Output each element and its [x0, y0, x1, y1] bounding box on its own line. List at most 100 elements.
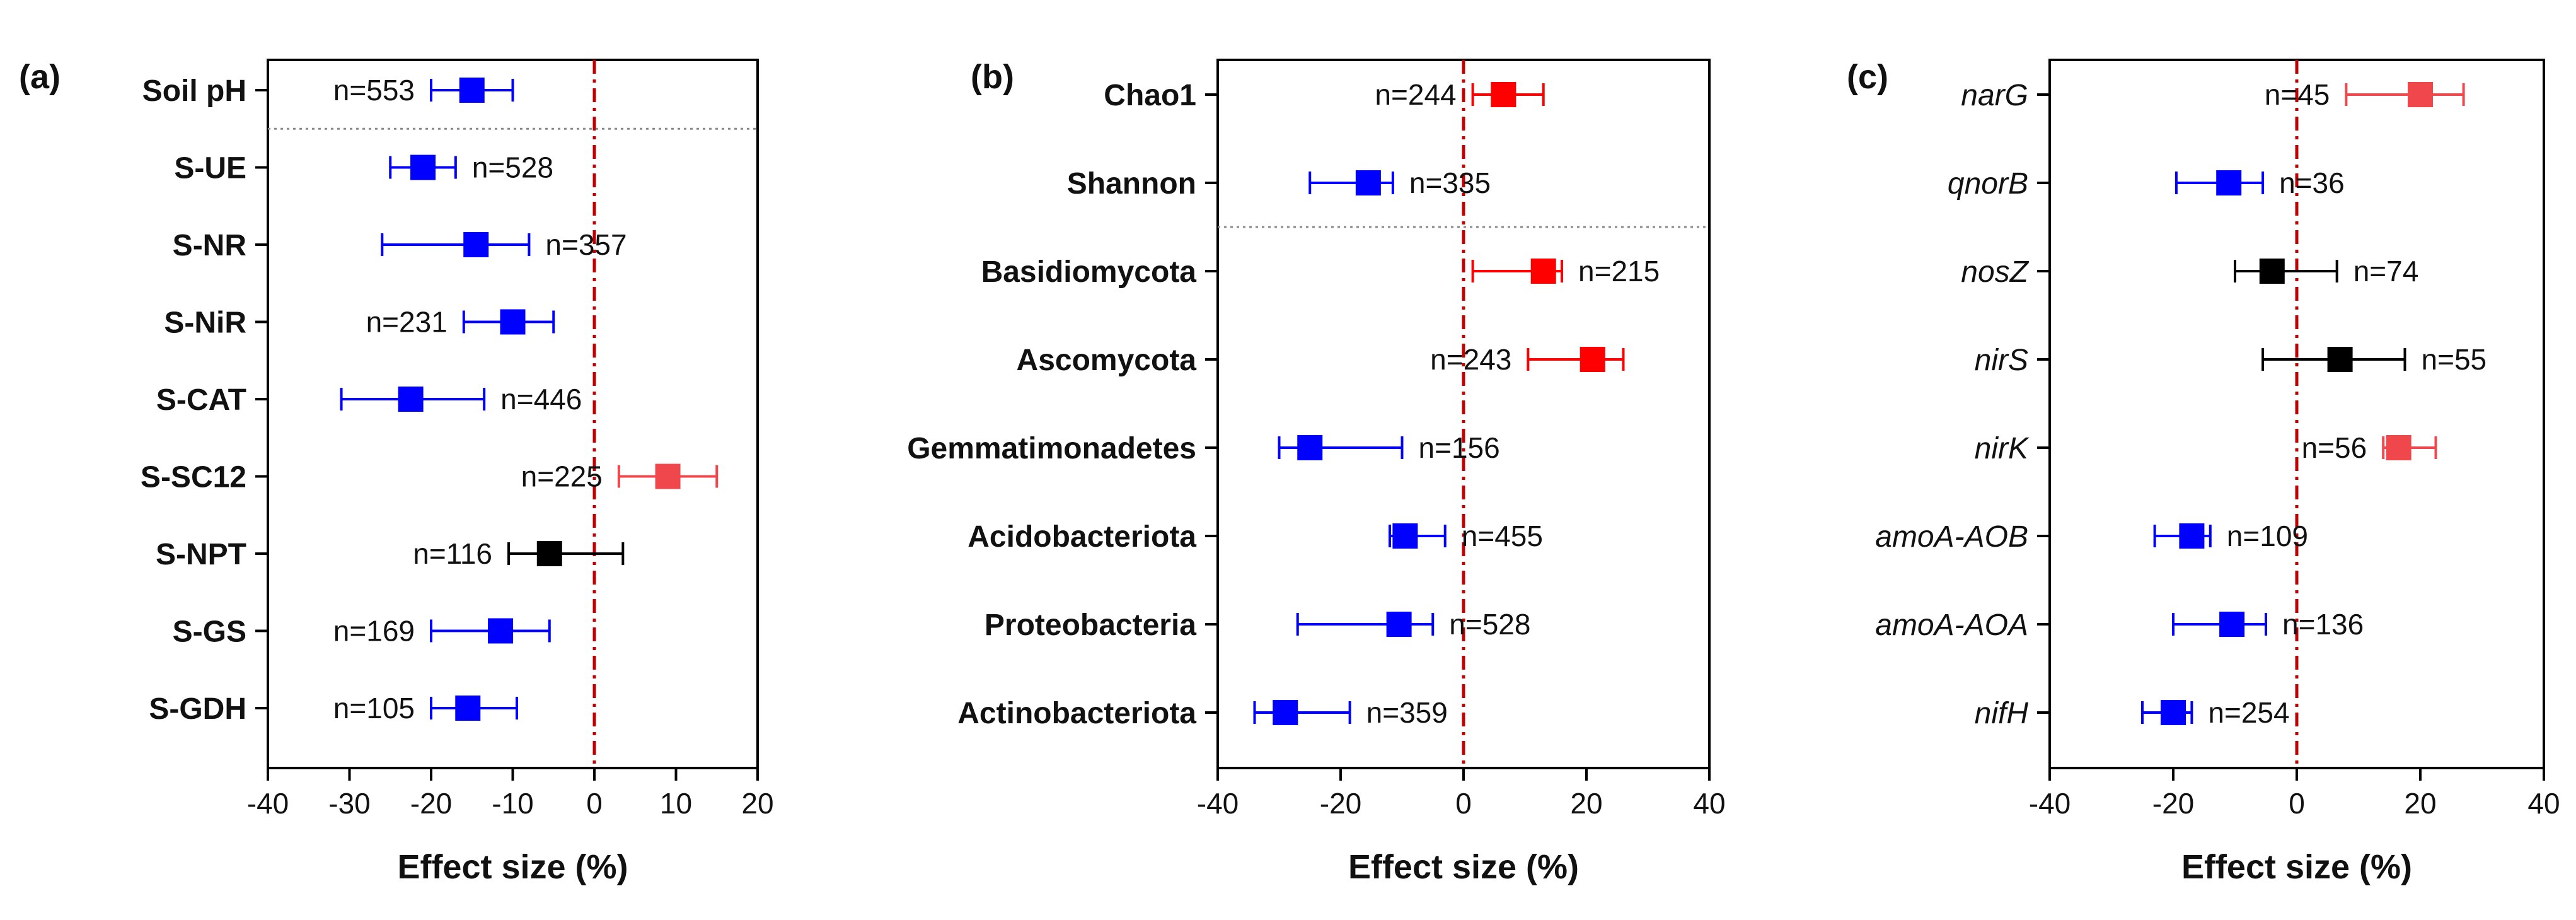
- x-tick-label: 40: [1693, 787, 1725, 820]
- category-label: Shannon: [1067, 167, 1196, 201]
- sample-size-label: n=553: [333, 74, 415, 107]
- sample-size-label: n=74: [2354, 255, 2419, 288]
- category-label: S-GDH: [149, 692, 246, 726]
- mean-effect-marker: [1297, 435, 1323, 460]
- panel-label: (a): [19, 58, 61, 96]
- x-axis-title: Effect size (%): [397, 848, 628, 886]
- sample-size-label: n=116: [413, 537, 492, 570]
- mean-effect-marker: [2408, 82, 2433, 107]
- sample-size-label: n=335: [1409, 166, 1491, 199]
- mean-effect-marker: [655, 463, 681, 489]
- mean-effect-marker: [2216, 170, 2242, 195]
- mean-effect-marker: [459, 78, 485, 103]
- category-label: Basidiomycota: [981, 255, 1197, 289]
- sample-size-label: n=215: [1578, 255, 1660, 288]
- category-label: Acidobacteriota: [967, 520, 1196, 554]
- category-label: amoA-AOB: [1875, 520, 2028, 554]
- panel-label: (c): [1847, 58, 1888, 96]
- x-axis-title: Effect size (%): [1348, 848, 1579, 886]
- sample-size-label: n=105: [333, 692, 415, 725]
- mean-effect-marker: [500, 309, 526, 335]
- sample-size-label: n=169: [333, 615, 415, 648]
- mean-effect-marker: [2327, 347, 2353, 372]
- sample-size-label: n=357: [545, 228, 627, 261]
- category-label: S-SC12: [141, 461, 246, 494]
- mean-effect-marker: [1355, 170, 1381, 195]
- mean-effect-marker: [2386, 435, 2411, 460]
- mean-effect-marker: [1491, 82, 1516, 107]
- sample-size-label: n=243: [1430, 343, 1511, 376]
- sample-size-label: n=528: [472, 151, 553, 184]
- x-tick-label: 20: [1570, 787, 1602, 820]
- mean-effect-marker: [488, 618, 514, 644]
- x-tick-label: -20: [1320, 787, 1361, 820]
- x-tick-label: 20: [741, 787, 773, 820]
- sample-size-label: n=55: [2422, 343, 2487, 376]
- mean-effect-marker: [463, 232, 489, 257]
- x-tick-label: -30: [328, 787, 370, 820]
- panel-1: (a) -40 -30 -20 -10 0 10 20 Effect size (%) Soil …: [19, 58, 774, 886]
- sample-size-label: n=156: [1419, 431, 1500, 464]
- x-tick-label: -40: [1197, 787, 1239, 820]
- sample-size-label: n=136: [2282, 608, 2364, 641]
- mean-effect-marker: [455, 696, 481, 721]
- sample-size-label: n=244: [1375, 78, 1456, 111]
- category-label: nosZ: [1961, 255, 2029, 289]
- category-label: S-GS: [173, 615, 246, 649]
- category-label: S-NR: [173, 229, 246, 262]
- category-label: Soil pH: [142, 74, 246, 108]
- mean-effect-marker: [1530, 259, 1556, 284]
- x-tick-label: 40: [2527, 787, 2560, 820]
- category-label: nirS: [1975, 344, 2028, 377]
- sample-size-label: n=528: [1449, 608, 1530, 641]
- sample-size-label: n=254: [2208, 696, 2289, 729]
- mean-effect-marker: [398, 387, 424, 412]
- sample-size-label: n=231: [366, 306, 448, 339]
- category-label: S-NPT: [156, 538, 246, 571]
- x-tick-label: 20: [2404, 787, 2436, 820]
- sample-size-label: n=56: [2302, 431, 2367, 464]
- category-label: nifH: [1975, 697, 2029, 730]
- mean-effect-marker: [2259, 259, 2285, 284]
- x-tick-label: 0: [2289, 787, 2305, 820]
- x-tick-label: 10: [660, 787, 692, 820]
- x-tick-label: -20: [410, 787, 452, 820]
- x-tick-label: 0: [1455, 787, 1472, 820]
- x-tick-label: -40: [247, 787, 289, 820]
- mean-effect-marker: [2161, 700, 2186, 725]
- mean-effect-marker: [410, 154, 436, 180]
- mean-effect-marker: [1273, 700, 1298, 725]
- category-label: Ascomycota: [1017, 344, 1197, 377]
- panel-label: (b): [971, 58, 1014, 96]
- x-axis-title: Effect size (%): [2181, 848, 2412, 886]
- sample-size-label: n=225: [521, 460, 603, 493]
- mean-effect-marker: [2179, 523, 2205, 549]
- category-label: Gemmatimonadetes: [907, 432, 1196, 465]
- mean-effect-marker: [1386, 612, 1412, 637]
- category-label: S-CAT: [156, 383, 246, 417]
- x-tick-label: -20: [2152, 787, 2194, 820]
- panel-2: (b) -40 -20 0 20 40 Effect size (%) Chao1 n=244 S…: [907, 58, 1725, 886]
- mean-effect-marker: [2219, 612, 2245, 637]
- x-tick-label: 0: [586, 787, 603, 820]
- mean-effect-marker: [536, 541, 562, 566]
- category-label: nirK: [1975, 432, 2030, 465]
- sample-size-label: n=359: [1366, 696, 1448, 729]
- sample-size-label: n=446: [500, 383, 582, 416]
- sample-size-label: n=109: [2227, 520, 2308, 552]
- category-label: Chao1: [1104, 79, 1196, 112]
- mean-effect-marker: [1392, 523, 1418, 549]
- category-label: narG: [1961, 79, 2028, 112]
- category-label: amoA-AOA: [1875, 608, 2028, 642]
- category-label: S-UE: [174, 152, 246, 185]
- x-tick-label: -40: [2029, 787, 2071, 820]
- category-label: S-NiR: [164, 306, 246, 340]
- mean-effect-marker: [1580, 347, 1605, 372]
- x-tick-label: -10: [492, 787, 533, 820]
- category-label: Proteobacteria: [985, 608, 1196, 642]
- panel-3: (c) -40 -20 0 20 40 Effect size (%) narG n=45 qno…: [1847, 58, 2560, 886]
- category-label: qnorB: [1948, 167, 2028, 201]
- sample-size-label: n=455: [1462, 520, 1543, 552]
